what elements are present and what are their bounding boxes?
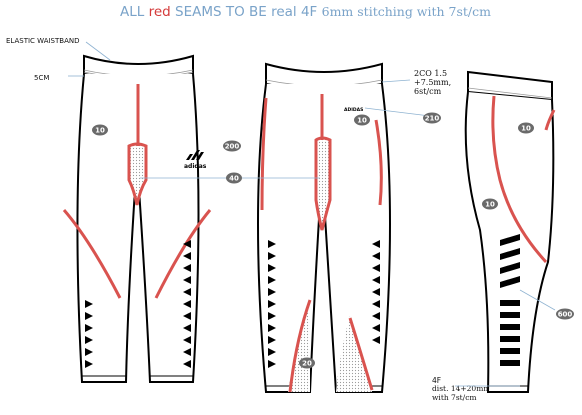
svg-text:600: 600 <box>558 311 573 319</box>
badge-gusset-40: 40 <box>226 172 242 184</box>
back-outline <box>257 83 391 393</box>
svg-text:10: 10 <box>521 125 531 133</box>
back-zigzag-print <box>268 240 380 368</box>
back-right-side-seam <box>374 119 383 206</box>
badge-front-10: 10 <box>92 124 108 136</box>
front-zigzag-print <box>85 240 191 368</box>
front-view: adidas <box>62 54 212 383</box>
five-cm-label: 5CM <box>34 74 50 82</box>
callout-lines <box>68 41 556 387</box>
svg-text:10: 10 <box>95 127 105 135</box>
title-red-word: red <box>148 4 171 20</box>
badge-side-10-upper: 10 <box>518 122 534 134</box>
side-zigzag-print <box>500 234 520 366</box>
svg-text:10: 10 <box>485 201 495 209</box>
svg-text:20: 20 <box>302 360 312 368</box>
side-main-seam <box>491 95 548 264</box>
badge-calf-20: 20 <box>299 357 315 369</box>
svg-text:210: 210 <box>425 115 440 123</box>
badge-side-10-lower: 10 <box>482 198 498 210</box>
coverstitch-spec-label: 2CO 1.5 +7.5mm, 6st/cm <box>414 69 452 96</box>
back-right-calf-mesh <box>336 316 372 392</box>
back-left-calf-seam <box>288 299 312 393</box>
badges: 10 200 40 10 210 10 10 600 <box>92 112 574 369</box>
back-left-side-seam <box>260 97 268 211</box>
side-hip-seam <box>544 109 556 131</box>
side-view <box>464 70 556 393</box>
elastic-waistband-label: ELASTIC WAISTBAND <box>6 37 80 45</box>
svg-text:10: 10 <box>357 117 367 125</box>
badge-logo-200: 200 <box>223 140 241 152</box>
badge-back-10: 10 <box>354 114 370 126</box>
back-view: ADIDAS <box>257 62 391 393</box>
badge-tag-210: 210 <box>423 112 441 124</box>
adidas-logo-text: adidas <box>184 163 207 170</box>
page-title: ALL red SEAMS TO BE real 4F 6mm stitchin… <box>120 4 491 20</box>
flatlock-spec-label: 4F dist. 14+20mm 6mm with 7st/cm <box>432 376 512 402</box>
svg-text:40: 40 <box>229 175 239 183</box>
front-right-seam <box>154 209 212 299</box>
front-left-seam <box>62 209 122 299</box>
svg-text:200: 200 <box>225 143 240 151</box>
back-right-calf-seam <box>348 317 374 391</box>
badge-side-600: 600 <box>556 308 574 320</box>
adidas-logo: adidas <box>184 150 207 170</box>
back-tag-text: ADIDAS <box>344 107 363 113</box>
